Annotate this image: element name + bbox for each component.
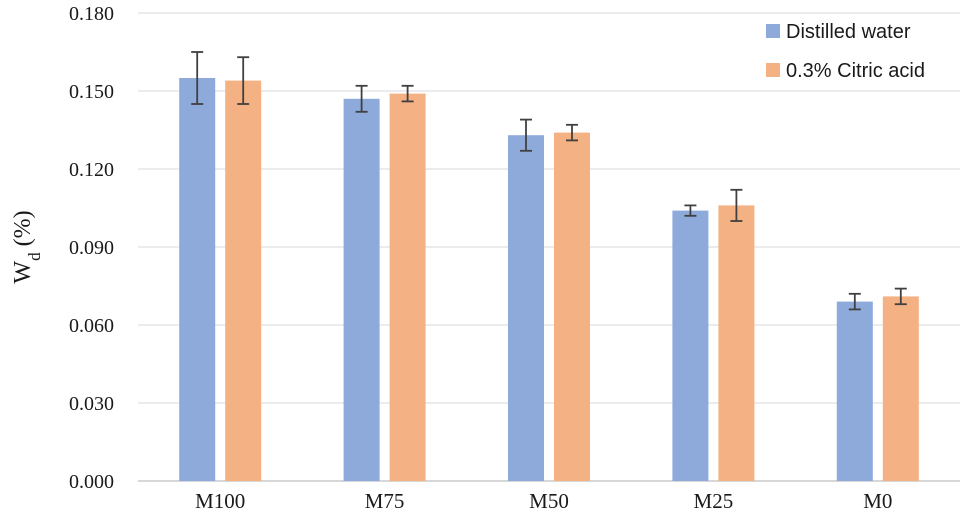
y-axis-label-main: W	[10, 261, 36, 284]
x-category-label: M25	[694, 489, 734, 513]
legend-swatch-distilled-water	[766, 24, 780, 38]
legend: Distilled water 0.3% Citric acid	[766, 21, 925, 82]
error-bar-m75-citric-acid	[401, 84, 414, 103]
x-category-label: M0	[863, 489, 892, 513]
error-bar-m50-distilled-water	[520, 118, 532, 152]
y-tick-label: 0.150	[69, 81, 114, 103]
bar-m25-distilled-water	[672, 210, 709, 481]
bar-m50-distilled-water	[508, 135, 544, 481]
error-bar-m0-distilled-water	[848, 292, 861, 311]
x-category-label: M75	[365, 489, 405, 513]
y-tick-label: 0.090	[69, 237, 114, 259]
legend-label-citric-acid: 0.3% Citric acid	[786, 60, 925, 82]
bar-m50-citric-acid	[554, 132, 590, 481]
error-bar-m75-distilled-water	[355, 84, 368, 113]
y-tick-label: 0.000	[69, 471, 114, 493]
x-axis-categories: M100 M75 M50 M25 M0	[195, 489, 892, 513]
y-tick-label: 0.060	[69, 315, 114, 337]
error-bar-m100-citric-acid	[237, 56, 250, 105]
y-axis-label-suffix: (%)	[10, 210, 36, 252]
bar-m0-distilled-water	[836, 301, 873, 481]
bar-m25-citric-acid	[718, 205, 755, 481]
y-axis-ticks: 0.000 0.030 0.060 0.090 0.120 0.150 0.180	[69, 3, 114, 493]
error-bar-m100-distilled-water	[191, 51, 204, 105]
y-tick-label: 0.030	[69, 393, 114, 415]
y-tick-label: 0.180	[69, 3, 114, 25]
y-tick-label: 0.120	[69, 159, 114, 181]
x-category-label: M100	[195, 489, 245, 513]
y-axis-label: Wd (%)	[10, 210, 44, 283]
error-bars	[191, 51, 907, 311]
error-bar-m25-citric-acid	[730, 188, 743, 222]
error-bar-m25-distilled-water	[684, 204, 697, 217]
y-axis-label-subscript: d	[25, 252, 44, 261]
bars	[179, 78, 919, 482]
legend-label-distilled-water: Distilled water	[786, 21, 911, 43]
bar-m75-distilled-water	[343, 98, 380, 482]
gridlines	[138, 12, 960, 482]
bar-m0-citric-acid	[882, 296, 919, 481]
error-bar-m50-citric-acid	[566, 123, 578, 142]
legend-swatch-citric-acid	[766, 63, 780, 77]
bar-m100-citric-acid	[225, 80, 262, 481]
bar-m75-citric-acid	[389, 93, 426, 481]
bar-m100-distilled-water	[179, 78, 216, 481]
x-category-label: M50	[529, 489, 569, 513]
error-bar-m0-citric-acid	[894, 287, 907, 306]
